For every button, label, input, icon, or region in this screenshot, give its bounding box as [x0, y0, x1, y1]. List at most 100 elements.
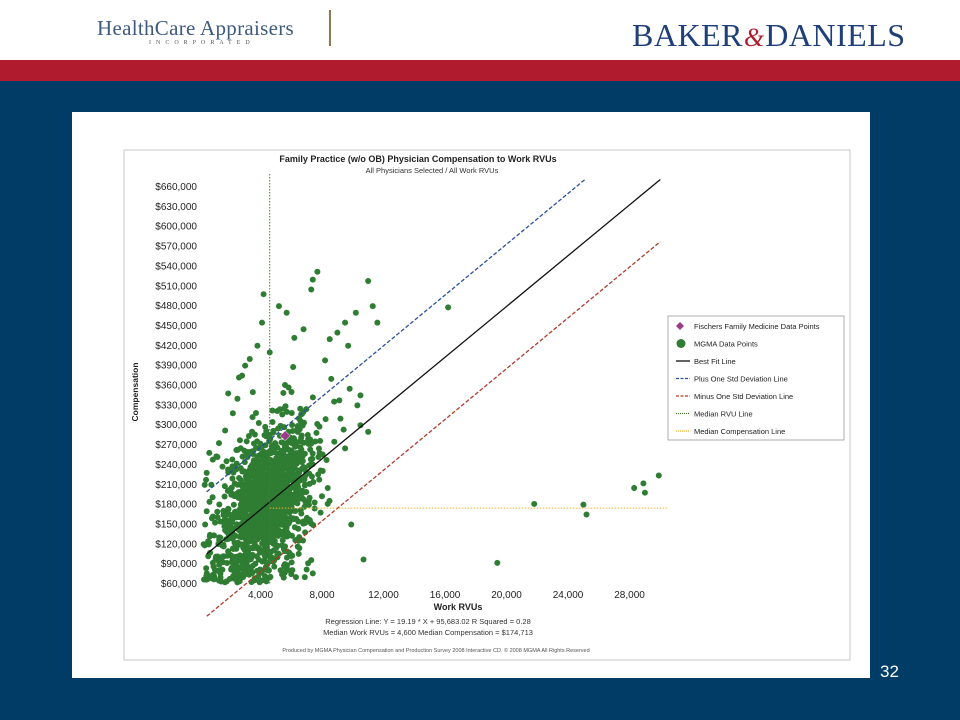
mgma-data-point [294, 428, 301, 435]
mgma-data-point [290, 515, 297, 522]
annotation-medians: Median Work RVUs = 4,600 Median Compensa… [323, 628, 533, 637]
mgma-data-point [317, 467, 324, 474]
mgma-data-point [217, 574, 224, 581]
mgma-data-point [260, 477, 267, 484]
mgma-data-point [231, 480, 238, 487]
chart-legend: Fischers Family Medicine Data Points MGMA… [667, 315, 845, 441]
legend-label: Minus One Std Deviation Line [694, 392, 793, 401]
mgma-data-point [316, 423, 323, 430]
mgma-data-point [265, 478, 272, 485]
bd-logo-part1: BAKER [632, 17, 743, 53]
mgma-data-point [336, 397, 343, 404]
mgma-data-point [217, 534, 224, 541]
mgma-data-point [243, 450, 250, 457]
mgma-data-point [205, 538, 212, 545]
mgma-data-point [268, 523, 275, 530]
mgma-data-point [227, 467, 234, 474]
mgma-data-point [248, 496, 255, 503]
mgma-data-point [258, 444, 265, 451]
mgma-data-point [228, 559, 235, 566]
mgma-data-point [265, 567, 272, 574]
y-tick-label: $270,000 [155, 440, 197, 451]
mgma-data-point [248, 554, 255, 561]
mgma-data-point [326, 336, 333, 343]
mgma-data-point [267, 573, 274, 580]
mgma-data-point [274, 444, 281, 451]
mgma-data-point [266, 529, 273, 536]
mgma-data-point [494, 559, 501, 566]
mgma-data-point [215, 440, 222, 447]
mgma-data-point [249, 562, 256, 569]
legend-label: Median RVU Line [694, 410, 753, 419]
mgma-data-point [303, 488, 310, 495]
y-tick-label: $450,000 [155, 321, 197, 332]
slide-number: 32 [880, 662, 899, 681]
mgma-data-point [346, 385, 353, 392]
mgma-data-point [298, 510, 305, 517]
mgma-data-point [231, 539, 238, 546]
mgma-data-point [314, 268, 321, 275]
mgma-data-point [282, 543, 289, 550]
x-tick-label: 28,000 [614, 590, 645, 601]
mgma-data-point [206, 449, 213, 456]
mgma-data-point [288, 571, 295, 578]
header-red-band [0, 60, 960, 81]
mgma-data-point [221, 493, 228, 500]
mgma-data-point [305, 501, 312, 508]
mgma-data-point [262, 455, 269, 462]
mgma-data-point [345, 342, 352, 349]
mgma-data-point [229, 545, 236, 552]
fischers-data-point [279, 430, 291, 442]
mgma-data-point [221, 483, 228, 490]
mgma-data-point [230, 501, 237, 508]
mgma-data-point [354, 402, 361, 409]
mgma-data-point [238, 477, 245, 484]
y-tick-label: $330,000 [155, 400, 197, 411]
mgma-data-point [294, 543, 301, 550]
mgma-data-point [289, 473, 296, 480]
mgma-data-point [211, 576, 218, 583]
mgma-data-point [317, 437, 324, 444]
mgma-data-point [249, 504, 256, 511]
mgma-data-point [316, 476, 323, 483]
mgma-data-point [203, 476, 210, 483]
legend-label: Fischers Family Medicine Data Points [694, 322, 820, 331]
mgma-data-point [239, 525, 246, 532]
mgma-data-point [238, 534, 245, 541]
mgma-data-point [271, 563, 278, 570]
mgma-data-point [280, 389, 287, 396]
mgma-data-point [288, 409, 295, 416]
mgma-data-point [313, 429, 320, 436]
mgma-data-point [256, 469, 263, 476]
mgma-data-point [251, 431, 258, 438]
mgma-data-point [235, 374, 242, 381]
mgma-data-point [365, 277, 372, 284]
mgma-data-point [291, 334, 298, 341]
mgma-data-point [237, 465, 244, 472]
mgma-data-point [214, 508, 221, 515]
y-tick-label: $420,000 [155, 341, 197, 352]
mgma-data-point [278, 454, 285, 461]
baker-daniels-logo: BAKER&DANIELS [632, 17, 906, 53]
y-tick-label: $300,000 [155, 420, 197, 431]
legend-symbol-circle [676, 339, 686, 348]
mgma-data-point [309, 570, 316, 577]
y-tick-label: $90,000 [161, 559, 198, 570]
mgma-data-point [255, 512, 262, 519]
mgma-data-point [233, 514, 240, 521]
mgma-data-point [236, 564, 243, 571]
mgma-data-point [272, 457, 279, 464]
mgma-data-point [301, 450, 308, 457]
mgma-data-point [272, 474, 279, 481]
hca-logo-name: HealthCare Appraisers [97, 16, 294, 40]
legend-label: Median Compensation Line [694, 427, 785, 436]
chart-subtitle: All Physicians Selected / All Work RVUs [366, 166, 499, 175]
mgma-data-point [255, 420, 262, 427]
hca-logo-divider [329, 10, 331, 46]
mgma-data-point [302, 467, 309, 474]
bd-logo-ampersand: & [743, 23, 765, 52]
mgma-data-point [311, 505, 318, 512]
mgma-data-point [285, 498, 292, 505]
mgma-data-point [279, 411, 286, 418]
mgma-data-point [631, 485, 638, 492]
